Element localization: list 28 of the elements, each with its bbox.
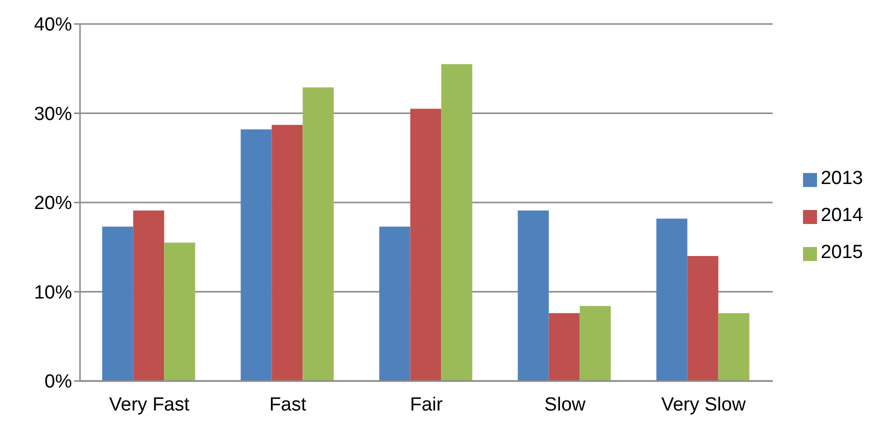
x-tick-label: Fast <box>269 394 308 416</box>
bar <box>718 313 750 381</box>
bar <box>133 210 164 381</box>
bar <box>441 64 472 381</box>
y-tick-label: 10% <box>34 282 72 304</box>
x-tick-label: Very Fast <box>109 394 190 416</box>
bar <box>518 210 549 381</box>
bar <box>548 313 580 381</box>
bar <box>302 87 334 381</box>
bar <box>379 226 410 381</box>
legend-label: 2013 <box>820 168 863 189</box>
x-tick-label: Slow <box>544 394 586 416</box>
y-tick-label: 30% <box>34 104 72 125</box>
y-tick-label: 20% <box>34 193 72 214</box>
legend-label: 2015 <box>820 242 863 263</box>
bar <box>164 242 196 381</box>
x-tick-label: Very Slow <box>661 394 746 416</box>
bar <box>272 124 303 381</box>
bar <box>687 256 718 381</box>
bar <box>240 129 272 381</box>
y-tick-label: 0% <box>44 372 72 393</box>
y-tick-label: 40% <box>34 14 72 36</box>
bar <box>410 108 442 381</box>
bar <box>580 306 611 381</box>
legend-label: 2014 <box>820 205 863 226</box>
x-tick-label: Fair <box>410 394 444 416</box>
bar <box>102 226 134 381</box>
bar <box>656 218 688 381</box>
